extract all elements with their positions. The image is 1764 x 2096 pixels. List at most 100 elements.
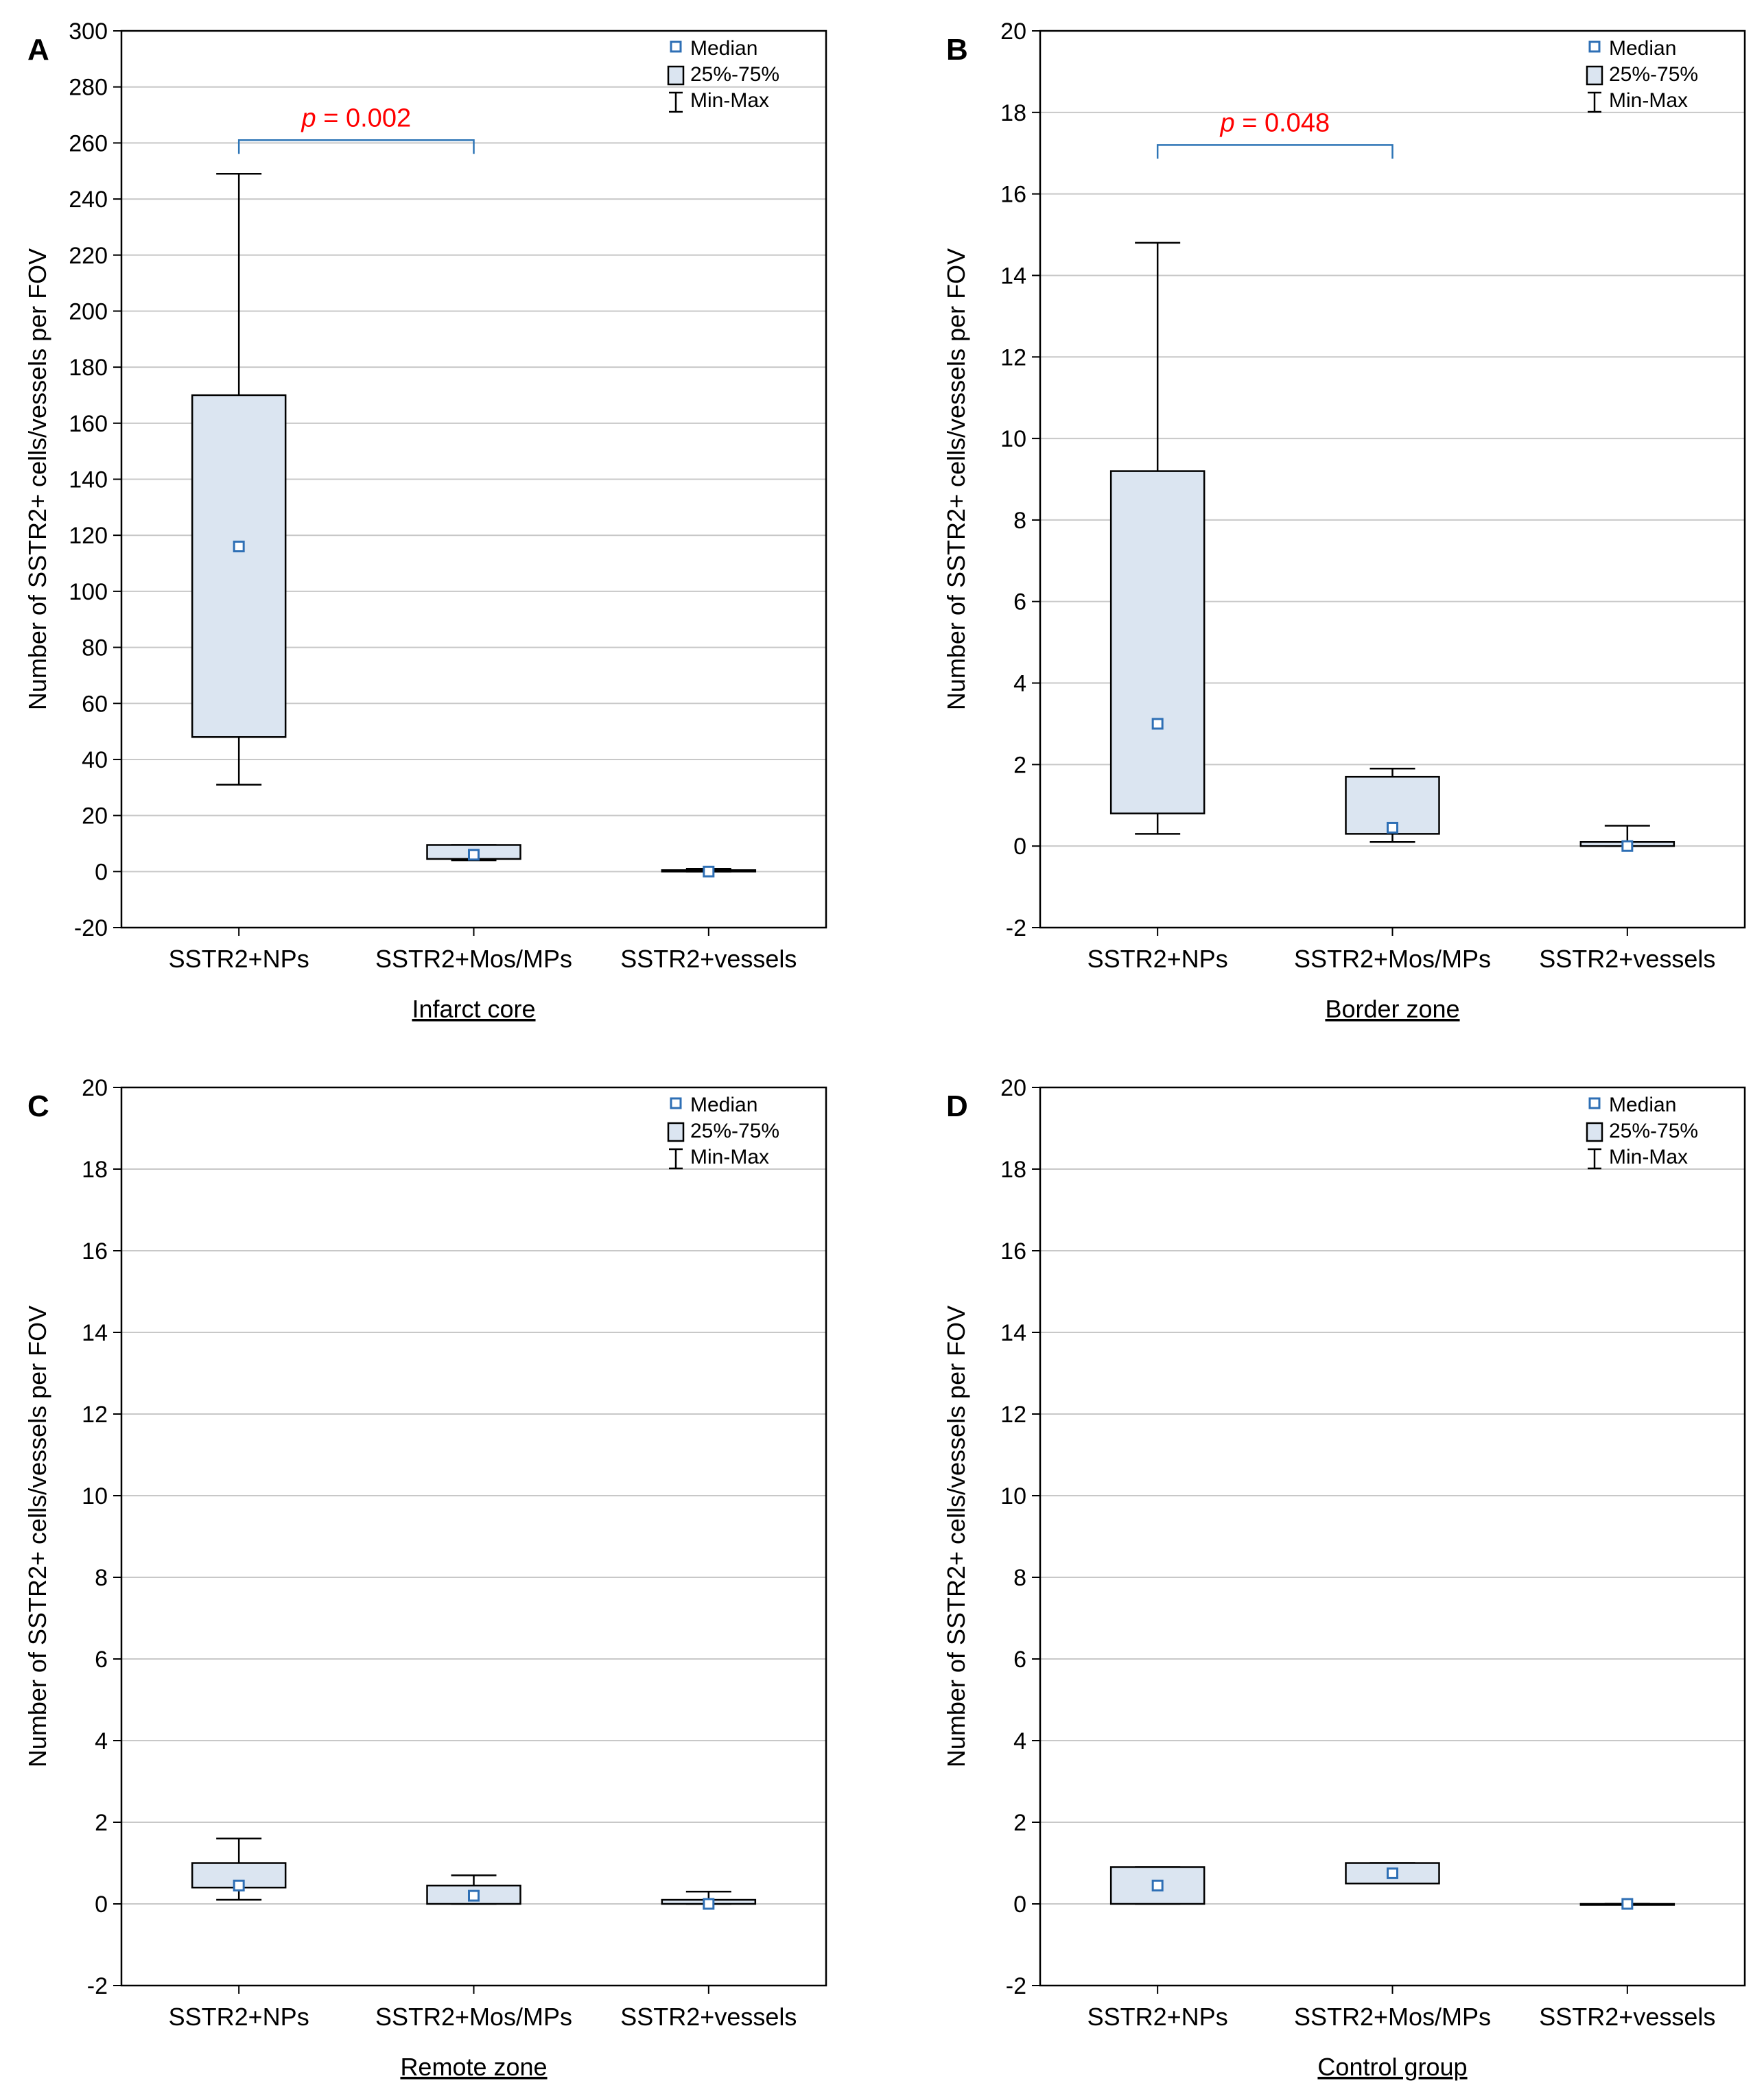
y-tick-label: 18 [1000, 1157, 1026, 1183]
x-tick-label: SSTR2+NPs [169, 945, 309, 973]
y-tick-label: 6 [95, 1647, 108, 1673]
legend-box-swatch [667, 1122, 685, 1142]
legend-median-label: Median [690, 1094, 757, 1116]
y-tick-label: 10 [1000, 1483, 1026, 1509]
y-tick-label: 10 [1000, 426, 1026, 452]
legend-box-label: 25%-75% [690, 1120, 779, 1142]
box-sstr2-nps [1109, 242, 1206, 835]
y-tick-label: 2 [1013, 1810, 1026, 1836]
y-tick-label: 0 [1013, 1892, 1026, 1918]
median-marker [1621, 840, 1634, 852]
y-tick-label: 16 [1000, 182, 1026, 208]
median-marker [703, 865, 715, 878]
y-tick-label: 40 [82, 747, 108, 773]
y-tick-label: 100 [69, 579, 108, 605]
y-tick-label: 240 [69, 187, 108, 213]
y-axis-title: Number of SSTR2+ cells/vessels per FOV [23, 248, 51, 710]
box-sstr2-vessels [1579, 825, 1675, 852]
legend-box-label: 25%-75% [1609, 63, 1698, 86]
p-value-label: p = 0.002 [301, 104, 412, 132]
y-tick-label: -2 [1006, 1973, 1026, 1999]
x-tick-label: SSTR2+Mos/MPs [375, 945, 572, 973]
y-tick-label: 0 [95, 859, 108, 885]
y-tick-label: 300 [69, 19, 108, 45]
y-tick-label: 20 [82, 803, 108, 829]
legend-whisker-label: Min-Max [690, 89, 769, 112]
y-tick-label: 220 [69, 243, 108, 269]
median-marker [1621, 1898, 1634, 1910]
y-tick-label: 8 [1013, 1565, 1026, 1591]
y-axis-title: Number of SSTR2+ cells/vessels per FOV [942, 1306, 970, 1767]
y-tick-label: 4 [1013, 671, 1026, 697]
panel-b: -2 0 2 4 6 8 10 12 14 16 18 20 SSTR2+NPs SSTR2+Mos/MP… [942, 19, 1746, 1023]
x-tick-label: SSTR2+NPs [1087, 2003, 1228, 2031]
x-tick-label: SSTR2+vessels [1539, 2003, 1715, 2031]
median-marker [1387, 821, 1398, 834]
y-tick-label: 12 [1000, 1402, 1026, 1428]
legend-whisker-glyph [1588, 1148, 1601, 1170]
box-sstr2-mos-mps [426, 1874, 521, 1905]
legend-whisker-glyph [669, 1148, 683, 1170]
x-axis-title: Infarct core [412, 995, 535, 1023]
box-sstr2-mos-mps [1345, 1862, 1440, 1885]
panel-label: B [946, 33, 968, 67]
y-tick-label: 18 [1000, 100, 1026, 126]
legend-box-label: 25%-75% [690, 63, 779, 86]
legend-median-marker [1588, 1097, 1601, 1109]
median-marker [468, 849, 480, 861]
x-tick-label: SSTR2+NPs [1087, 945, 1228, 973]
box-sstr2-nps [191, 1837, 287, 1901]
x-tick-label: SSTR2+Mos/MPs [1294, 945, 1491, 973]
legend: Median 25%-75% Min-Max [667, 1094, 779, 1170]
legend-whisker-glyph [669, 91, 683, 113]
median-marker [1151, 1879, 1164, 1892]
x-tick-label: SSTR2+Mos/MPs [1294, 2003, 1491, 2031]
legend: Median 25%-75% Min-Max [1586, 1094, 1698, 1170]
y-tick-label: -2 [87, 1973, 108, 1999]
legend-median-marker [1588, 40, 1601, 53]
x-axis-title: Control group [1317, 2053, 1467, 2081]
x-tick-label: SSTR2+Mos/MPs [375, 2003, 572, 2031]
iqr-box [191, 394, 287, 738]
panel-label: D [946, 1090, 968, 1123]
y-tick-label: 14 [1000, 263, 1026, 289]
legend-box-swatch [1586, 65, 1603, 86]
y-tick-label: 60 [82, 691, 108, 717]
plot-frame [1039, 1086, 1746, 1987]
legend-median-label: Median [690, 37, 757, 60]
y-tick-label: 20 [1000, 19, 1026, 45]
y-tick-label: -20 [74, 915, 108, 941]
y-tick-label: 160 [69, 411, 108, 437]
y-tick-label: 2 [1013, 752, 1026, 778]
box-sstr2-vessels [661, 865, 757, 878]
iqr-box [1109, 470, 1206, 814]
significance-bracket [1156, 144, 1393, 159]
legend-whisker-label: Min-Max [1609, 89, 1688, 112]
y-tick-label: 6 [1013, 1647, 1026, 1673]
median-marker [468, 1889, 480, 1902]
box-sstr2-mos-mps [1345, 768, 1440, 843]
y-tick-label: 280 [69, 75, 108, 101]
panel-c: -2 0 2 4 6 8 10 12 14 16 18 20 SSTR2+NPs SSTR2+Mos/MP… [23, 1075, 827, 2081]
panel-label: A [27, 33, 49, 67]
panel-label: C [27, 1090, 49, 1123]
panel-d: -2 0 2 4 6 8 10 12 14 16 18 20 SSTR2+NPs SSTR2+Mos/MP… [942, 1075, 1746, 2081]
panel-a: -20 0 20 40 60 80 100 120 140 160 180 200 220 240 260 2… [23, 19, 827, 1023]
significance-bracket [237, 139, 475, 154]
y-tick-label: 20 [82, 1075, 108, 1101]
y-tick-label: 6 [1013, 589, 1026, 615]
p-value-label: p = 0.048 [1220, 108, 1330, 137]
y-tick-label: 12 [1000, 344, 1026, 370]
legend: Median 25%-75% Min-Max [667, 37, 779, 113]
median-marker [1387, 1867, 1398, 1879]
y-tick-label: 12 [82, 1402, 108, 1428]
legend-whisker-label: Min-Max [690, 1146, 769, 1168]
x-tick-label: SSTR2+vessels [1539, 945, 1715, 973]
box-sstr2-vessels [661, 1890, 757, 1910]
y-tick-label: 4 [1013, 1728, 1026, 1754]
box-sstr2-mos-mps [426, 844, 521, 862]
legend-median-marker [670, 1097, 682, 1109]
legend: Median 25%-75% Min-Max [1586, 37, 1698, 113]
legend-box-swatch [1586, 1122, 1603, 1142]
y-tick-label: 140 [69, 467, 108, 493]
